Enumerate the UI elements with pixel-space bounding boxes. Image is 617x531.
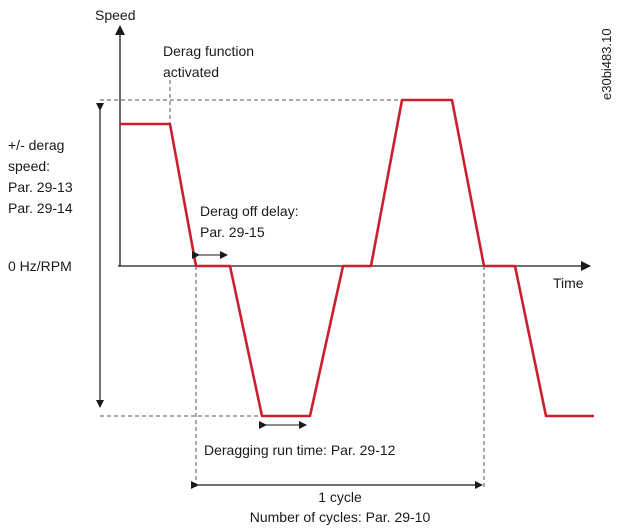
derag-function-label-2: activated xyxy=(163,64,219,80)
dashed-guides xyxy=(100,80,485,490)
num-cycles-label: Number of cycles: Par. 29-10 xyxy=(250,509,431,525)
derag-speed-label-2: speed: xyxy=(8,158,50,174)
figure-id-label: e30bi483.10 xyxy=(599,28,614,100)
derag-speed-label-1: +/- derag xyxy=(8,137,64,153)
time-axis-label: Time xyxy=(553,275,584,291)
speed-curve xyxy=(120,98,594,418)
run-time-label: Deragging run time: Par. 29-12 xyxy=(204,442,396,458)
derag-speed-label-4: Par. 29-14 xyxy=(8,200,73,216)
derag-off-delay-label-1: Derag off delay: xyxy=(200,203,299,219)
derag-function-label-1: Derag function xyxy=(163,43,254,59)
speed-axis-label: Speed xyxy=(95,7,135,23)
zero-hz-label: 0 Hz/RPM xyxy=(8,258,72,274)
cycle-label: 1 cycle xyxy=(318,489,362,505)
derag-off-delay-label-2: Par. 29-15 xyxy=(200,224,265,240)
derag-speed-label-3: Par. 29-13 xyxy=(8,179,73,195)
